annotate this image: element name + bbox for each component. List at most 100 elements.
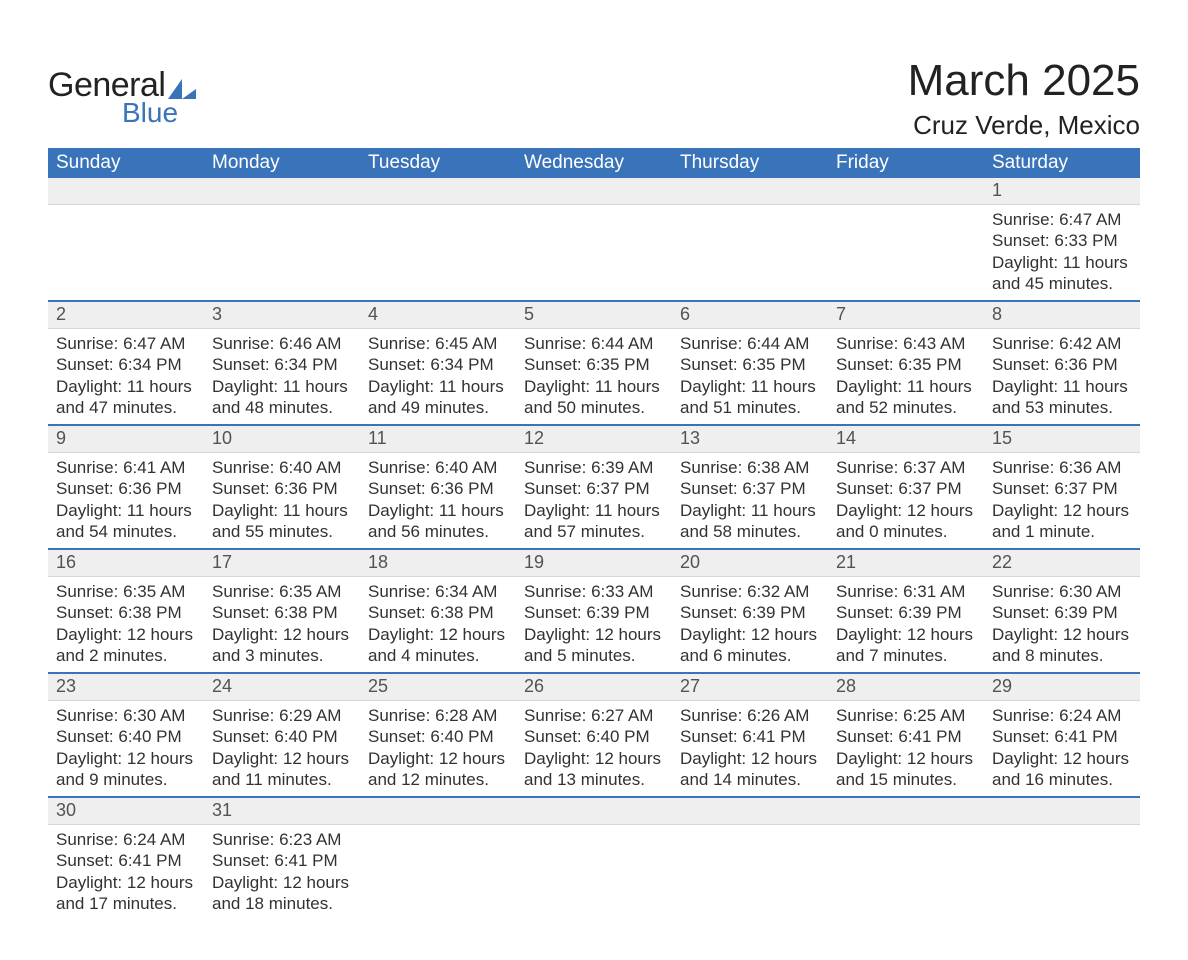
day-info-cell: Sunrise: 6:46 AMSunset: 6:34 PMDaylight:… xyxy=(204,329,360,426)
day-sunset: Sunset: 6:38 PM xyxy=(212,602,354,623)
calendar-body: 1Sunrise: 6:47 AMSunset: 6:33 PMDaylight… xyxy=(48,178,1140,920)
day-number-cell: 8 xyxy=(984,301,1140,329)
day-number: 19 xyxy=(524,552,544,572)
day-sunrise: Sunrise: 6:33 AM xyxy=(524,581,666,602)
day-day2: and 55 minutes. xyxy=(212,521,354,542)
day-number: 9 xyxy=(56,428,66,448)
day-day2: and 56 minutes. xyxy=(368,521,510,542)
day-day1: Daylight: 12 hours xyxy=(680,748,822,769)
day-day1: Daylight: 12 hours xyxy=(56,748,198,769)
day-sunrise: Sunrise: 6:42 AM xyxy=(992,333,1134,354)
day-number: 31 xyxy=(212,800,232,820)
day-number: 18 xyxy=(368,552,388,572)
day-number-cell xyxy=(672,178,828,205)
day-day2: and 3 minutes. xyxy=(212,645,354,666)
day-day1: Daylight: 11 hours xyxy=(212,500,354,521)
weekday-header-row: Sunday Monday Tuesday Wednesday Thursday… xyxy=(48,148,1140,178)
day-number-cell xyxy=(984,797,1140,825)
day-number: 7 xyxy=(836,304,846,324)
day-sunrise: Sunrise: 6:37 AM xyxy=(836,457,978,478)
day-number-cell: 20 xyxy=(672,549,828,577)
day-number-cell: 11 xyxy=(360,425,516,453)
day-number: 20 xyxy=(680,552,700,572)
day-number-cell: 14 xyxy=(828,425,984,453)
day-sunset: Sunset: 6:35 PM xyxy=(836,354,978,375)
day-info-cell: Sunrise: 6:23 AMSunset: 6:41 PMDaylight:… xyxy=(204,825,360,921)
day-number: 25 xyxy=(368,676,388,696)
day-sunset: Sunset: 6:41 PM xyxy=(56,850,198,871)
day-number: 21 xyxy=(836,552,856,572)
day-info-cell: Sunrise: 6:34 AMSunset: 6:38 PMDaylight:… xyxy=(360,577,516,674)
calendar-table: Sunday Monday Tuesday Wednesday Thursday… xyxy=(48,148,1140,920)
day-info-cell: Sunrise: 6:45 AMSunset: 6:34 PMDaylight:… xyxy=(360,329,516,426)
day-sunset: Sunset: 6:36 PM xyxy=(56,478,198,499)
day-number: 3 xyxy=(212,304,222,324)
day-info-cell: Sunrise: 6:30 AMSunset: 6:40 PMDaylight:… xyxy=(48,701,204,798)
day-info-cell: Sunrise: 6:40 AMSunset: 6:36 PMDaylight:… xyxy=(360,453,516,550)
weekday-header: Monday xyxy=(204,148,360,178)
day-info-cell: Sunrise: 6:35 AMSunset: 6:38 PMDaylight:… xyxy=(48,577,204,674)
day-number-cell xyxy=(204,178,360,205)
day-sunset: Sunset: 6:38 PM xyxy=(56,602,198,623)
day-sunrise: Sunrise: 6:35 AM xyxy=(56,581,198,602)
day-day2: and 47 minutes. xyxy=(56,397,198,418)
day-info-cell: Sunrise: 6:25 AMSunset: 6:41 PMDaylight:… xyxy=(828,701,984,798)
day-sunset: Sunset: 6:35 PM xyxy=(680,354,822,375)
day-day2: and 57 minutes. xyxy=(524,521,666,542)
day-sunrise: Sunrise: 6:40 AM xyxy=(212,457,354,478)
day-number-cell: 6 xyxy=(672,301,828,329)
day-info-cell xyxy=(204,205,360,302)
daynum-row: 2345678 xyxy=(48,301,1140,329)
day-number: 30 xyxy=(56,800,76,820)
weekday-header: Tuesday xyxy=(360,148,516,178)
day-info-cell: Sunrise: 6:26 AMSunset: 6:41 PMDaylight:… xyxy=(672,701,828,798)
day-number-cell: 2 xyxy=(48,301,204,329)
day-day1: Daylight: 11 hours xyxy=(524,376,666,397)
day-info-cell: Sunrise: 6:29 AMSunset: 6:40 PMDaylight:… xyxy=(204,701,360,798)
info-row: Sunrise: 6:47 AMSunset: 6:34 PM Daylight:… xyxy=(48,329,1140,426)
day-day1: Daylight: 12 hours xyxy=(56,872,198,893)
day-day1: Daylight: 11 hours xyxy=(836,376,978,397)
day-number-cell: 19 xyxy=(516,549,672,577)
day-day1: Daylight: 12 hours xyxy=(992,624,1134,645)
weekday-header: Thursday xyxy=(672,148,828,178)
day-day2: and 50 minutes. xyxy=(524,397,666,418)
day-number: 6 xyxy=(680,304,690,324)
day-number: 2 xyxy=(56,304,66,324)
day-info-cell: Sunrise: 6:24 AMSunset: 6:41 PMDaylight:… xyxy=(984,701,1140,798)
day-day2: and 49 minutes. xyxy=(368,397,510,418)
day-sunset: Sunset: 6:41 PM xyxy=(836,726,978,747)
day-number: 26 xyxy=(524,676,544,696)
day-sunset: Sunset: 6:36 PM xyxy=(992,354,1134,375)
day-day2: and 11 minutes. xyxy=(212,769,354,790)
day-info-cell xyxy=(828,825,984,921)
day-sunset: Sunset: 6:34 PM xyxy=(56,354,198,375)
day-sunrise: Sunrise: 6:45 AM xyxy=(368,333,510,354)
brand-triangle-icon xyxy=(168,79,196,99)
title-location: Cruz Verde, Mexico xyxy=(908,110,1140,141)
day-sunrise: Sunrise: 6:39 AM xyxy=(524,457,666,478)
day-sunrise: Sunrise: 6:27 AM xyxy=(524,705,666,726)
day-sunrise: Sunrise: 6:47 AM xyxy=(56,333,198,354)
day-number: 10 xyxy=(212,428,232,448)
day-day1: Daylight: 11 hours xyxy=(56,500,198,521)
day-day2: and 45 minutes. xyxy=(992,273,1134,294)
day-day2: and 18 minutes. xyxy=(212,893,354,914)
day-info-cell: Sunrise: 6:38 AMSunset: 6:37 PMDaylight:… xyxy=(672,453,828,550)
day-sunset: Sunset: 6:39 PM xyxy=(524,602,666,623)
day-day1: Daylight: 12 hours xyxy=(524,624,666,645)
day-day1: Daylight: 12 hours xyxy=(680,624,822,645)
day-number: 4 xyxy=(368,304,378,324)
day-info-cell xyxy=(828,205,984,302)
day-number: 16 xyxy=(56,552,76,572)
day-number: 27 xyxy=(680,676,700,696)
day-day1: Daylight: 11 hours xyxy=(680,500,822,521)
day-day1: Daylight: 11 hours xyxy=(524,500,666,521)
day-sunrise: Sunrise: 6:44 AM xyxy=(524,333,666,354)
day-sunset: Sunset: 6:35 PM xyxy=(524,354,666,375)
day-number-cell: 30 xyxy=(48,797,204,825)
day-day1: Daylight: 11 hours xyxy=(992,376,1134,397)
day-sunset: Sunset: 6:36 PM xyxy=(368,478,510,499)
day-info-cell: Sunrise: 6:37 AMSunset: 6:37 PMDaylight:… xyxy=(828,453,984,550)
day-info-cell: Sunrise: 6:30 AMSunset: 6:39 PMDaylight:… xyxy=(984,577,1140,674)
